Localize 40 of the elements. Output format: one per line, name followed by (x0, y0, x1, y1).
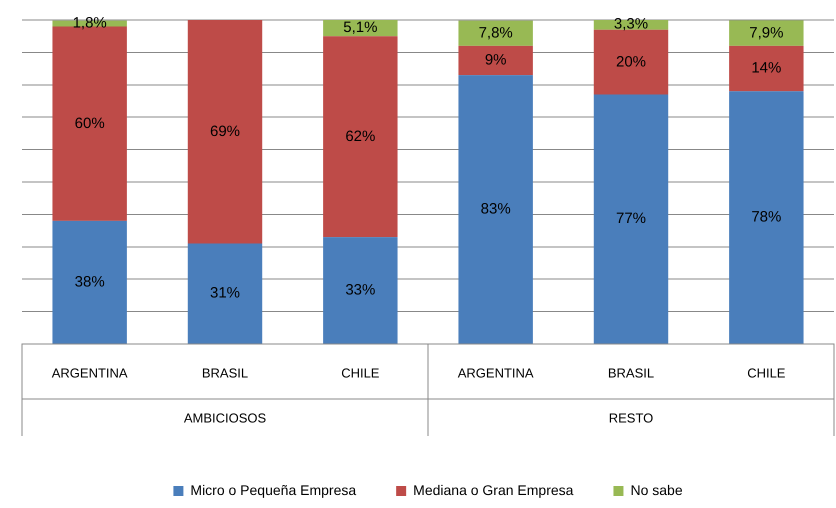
bar (729, 46, 804, 92)
data-label: 77% (616, 210, 646, 228)
text: RESTO (608, 410, 654, 426)
bar (323, 36, 398, 238)
data-label: 83% (480, 200, 511, 218)
x-tick-label: CHILE (341, 365, 380, 380)
legend-label: No sabe (630, 482, 683, 498)
data-label: 69% (210, 122, 240, 140)
bar (458, 20, 533, 46)
data-label: 38% (74, 273, 105, 290)
text: AMBICIOSOS (184, 410, 266, 426)
bar (188, 20, 262, 244)
data-label: 5,1% (343, 19, 378, 36)
data-label: 9% (484, 52, 507, 69)
data-label: 3,3% (614, 16, 648, 33)
bar (458, 46, 533, 76)
x-tick-label: BRASIL (608, 365, 654, 380)
bar (729, 91, 804, 344)
x-tick-label: BRASIL (202, 365, 248, 380)
bar (729, 20, 804, 46)
data-label: 7,9% (749, 24, 784, 42)
bar (594, 30, 668, 95)
x-tick-label: ARGENTINA (458, 365, 534, 380)
data-label: 62% (345, 128, 376, 145)
bar (594, 94, 668, 344)
data-label: 78% (751, 208, 782, 226)
data-label: 60% (74, 114, 105, 132)
bar (188, 244, 262, 344)
bar (52, 220, 127, 344)
data-label: 20% (616, 53, 646, 70)
legend-label: Mediana o Gran Empresa (413, 482, 574, 498)
data-label: 7,8% (478, 24, 513, 42)
data-label: 14% (751, 60, 782, 77)
legend-label: Micro o Pequeña Empresa (190, 482, 356, 498)
data-label: 33% (345, 281, 376, 298)
data-label: 31% (210, 284, 240, 302)
x-tick-label: ARGENTINA (52, 365, 128, 380)
x-tick-label: CHILE (747, 365, 786, 380)
bar (458, 75, 533, 344)
bar (323, 237, 398, 344)
